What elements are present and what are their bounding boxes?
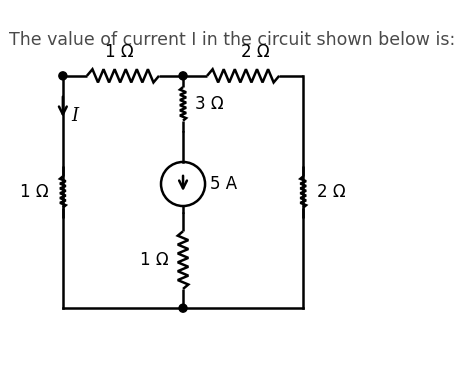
Text: I: I xyxy=(72,107,79,125)
Text: 1 Ω: 1 Ω xyxy=(20,183,49,201)
Text: The value of current I in the circuit shown below is:: The value of current I in the circuit sh… xyxy=(9,31,455,49)
Text: 3 Ω: 3 Ω xyxy=(195,95,224,113)
Circle shape xyxy=(179,304,187,312)
Text: 1 Ω: 1 Ω xyxy=(105,42,133,61)
Text: 2 Ω: 2 Ω xyxy=(317,183,346,201)
Text: 2 Ω: 2 Ω xyxy=(241,42,270,61)
Text: 5 A: 5 A xyxy=(210,175,237,193)
Circle shape xyxy=(179,72,187,80)
Text: 1 Ω: 1 Ω xyxy=(140,251,169,269)
Circle shape xyxy=(59,72,67,80)
